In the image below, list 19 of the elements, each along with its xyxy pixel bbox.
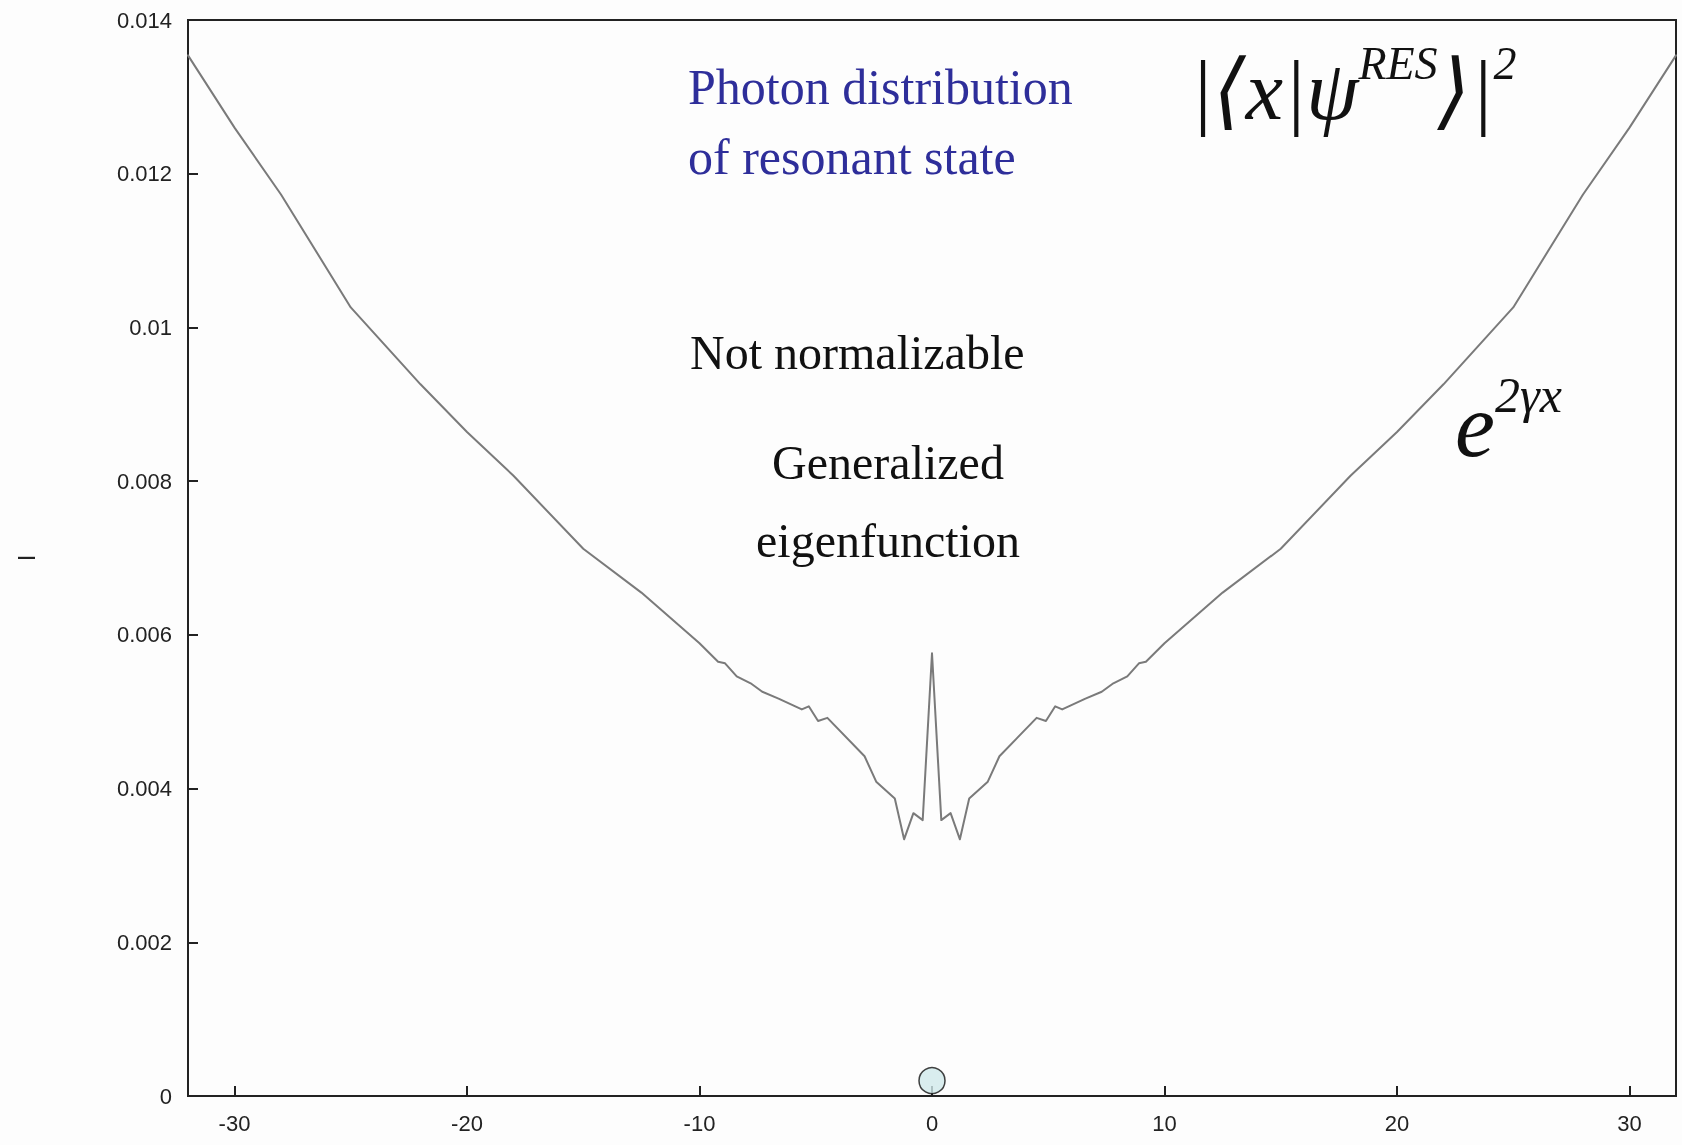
y-tick-label: 0.014: [116, 7, 172, 33]
y-axis-title: I: [12, 554, 40, 562]
y-tick-label: 0.004: [116, 776, 172, 802]
y-tick-label: 0.008: [116, 468, 172, 494]
y-tick-label: 0.002: [116, 929, 172, 955]
x-tick-label: 0: [925, 1110, 939, 1136]
x-tick-label: -10: [683, 1110, 716, 1136]
annotation: Generalized eigenfunction: [756, 435, 1020, 567]
x-tick-label: 30: [1617, 1110, 1642, 1136]
annotation: Not normalizable: [690, 325, 1025, 379]
annotation: Photon distribution of resonant state: [688, 59, 1073, 185]
x-tick-label: 10: [1152, 1110, 1177, 1136]
y-tick-label: 0: [159, 1083, 172, 1109]
y-tick-label: 0.006: [116, 622, 172, 648]
x-tick-label: -30: [218, 1110, 251, 1136]
x-tick-label: -20: [451, 1110, 483, 1136]
x-tick-label: 20: [1384, 1110, 1410, 1136]
y-tick-label: 0.012: [116, 161, 172, 187]
y-tick-label: 0.01: [129, 314, 172, 340]
